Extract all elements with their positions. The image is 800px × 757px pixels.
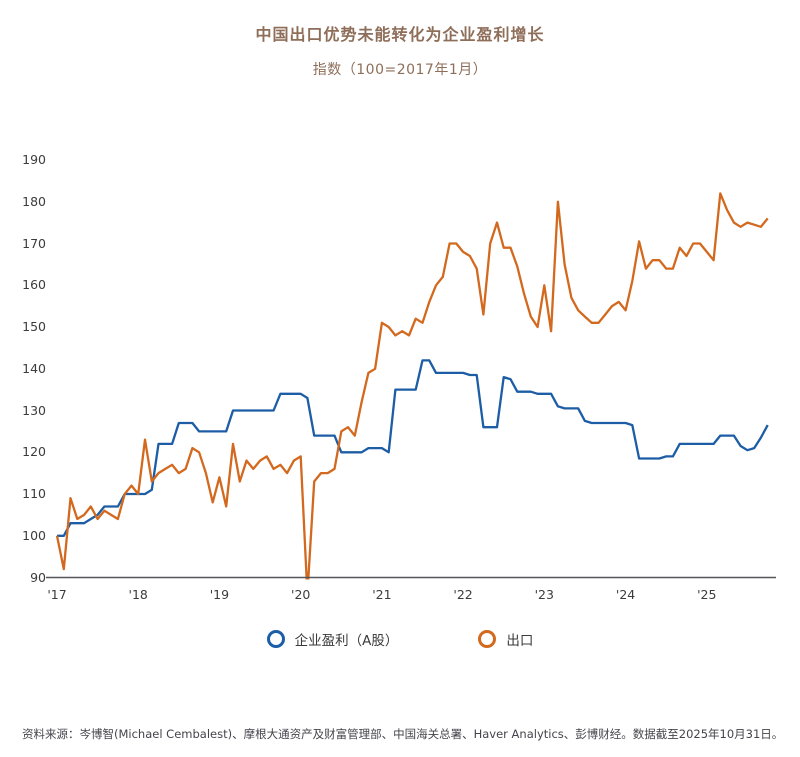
legend: 企业盈利（A股） 出口 [0, 629, 800, 649]
y-tick-label: 150 [22, 319, 46, 334]
profit-series-line [57, 359, 769, 537]
x-tick-label: '24 [615, 587, 636, 602]
source-note: 资料来源：岑博智(Michael Cembalest)、摩根大通资产及财富管理部… [22, 727, 784, 741]
x-tick-label: '21 [372, 587, 392, 602]
y-tick-label: 130 [22, 402, 46, 418]
y-tick-label: 90 [30, 569, 46, 585]
x-tick-label: '23 [534, 587, 554, 602]
legend-item-profit: 企业盈利（A股） [266, 629, 399, 649]
y-tick-label: 180 [22, 193, 46, 209]
legend-label-exports: 出口 [506, 633, 534, 649]
x-tick-label: '17 [47, 587, 67, 602]
x-tick-label: '20 [291, 587, 311, 602]
y-tick-label: 120 [22, 444, 46, 460]
legend-item-exports: 出口 [478, 629, 533, 649]
page-subtitle: 指数（100=2017年1月） [312, 62, 488, 78]
series-lines [55, 192, 769, 580]
y-tick-label: 170 [22, 235, 46, 251]
y-tick-label: 100 [22, 527, 46, 543]
x-tick-label: '25 [697, 587, 717, 602]
x-tick-label: '19 [209, 587, 230, 602]
exports-series-line [55, 192, 769, 580]
chart-svg [46, 192, 776, 580]
y-tick-label: 190 [22, 152, 46, 167]
y-tick-label: 110 [22, 486, 46, 501]
legend-label-profit: 企业盈利（A股） [294, 633, 399, 649]
x-tick-label: '22 [453, 587, 473, 602]
y-tick-label: 160 [22, 277, 46, 293]
exports-legend-ring-icon [478, 630, 497, 648]
page-title: 中国出口优势未能转化为企业盈利增长 [255, 25, 545, 44]
x-tick-label: '18 [128, 587, 148, 602]
profit-legend-ring-icon [266, 630, 285, 648]
y-tick-label: 140 [22, 360, 46, 376]
